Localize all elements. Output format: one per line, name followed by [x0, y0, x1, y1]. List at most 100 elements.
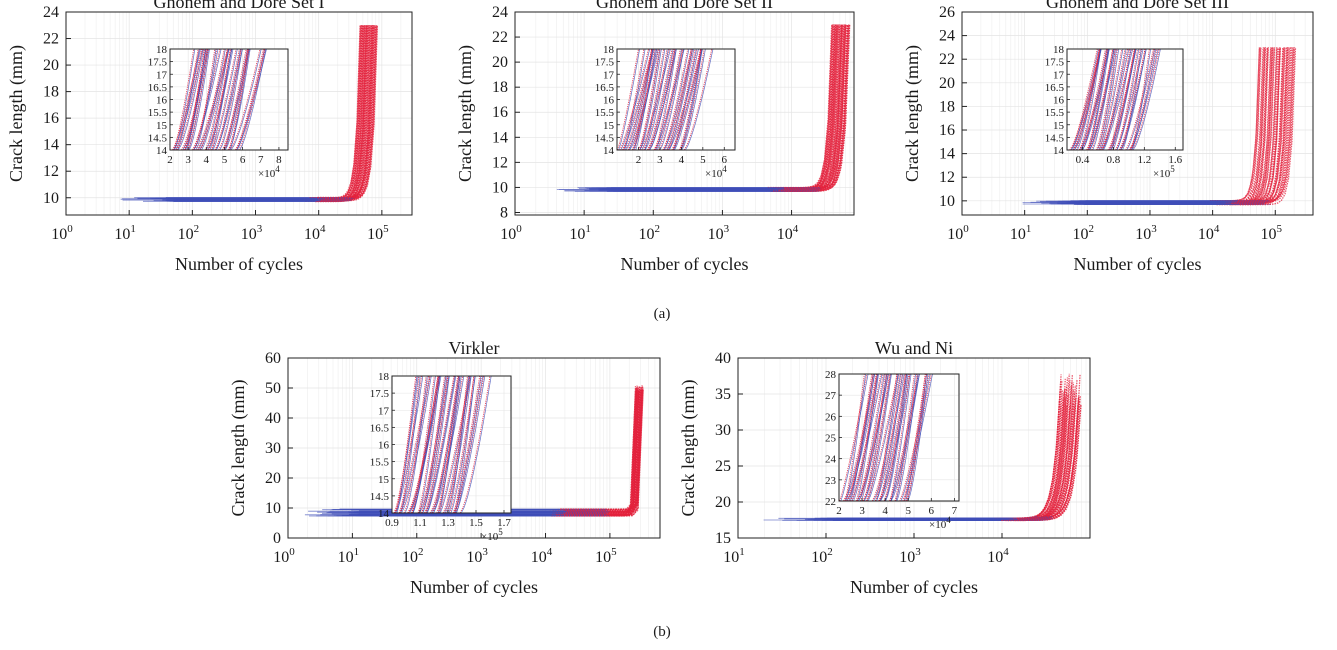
chart-title: Wu and Ni	[875, 338, 953, 358]
panel-label-b: (b)	[653, 624, 671, 640]
inset-simulated-curve	[658, 49, 683, 150]
inset-simulated-curve	[680, 49, 705, 150]
chart-ghonem-set-1: 100 101 102 103 104 1051012141618202224Ghonem…	[6, 0, 413, 274]
inset-y-tick-label: 17.5	[1045, 57, 1065, 69]
chart-title: Ghonem and Dore Set III	[1046, 0, 1229, 12]
inset-simulated-curve	[662, 49, 689, 150]
y-tick-label: 20	[715, 494, 731, 511]
inset-y-tick-label: 16	[156, 95, 168, 107]
x-tick-base: 10	[777, 226, 793, 243]
inset-measured-curve	[656, 49, 682, 150]
series-curves	[120, 25, 379, 203]
y-tick-label: 20	[265, 470, 281, 487]
inset-simulated-curve	[238, 49, 265, 150]
inset-y-tick-label: 25	[825, 433, 837, 445]
inset-x-tick-label: 3	[859, 505, 865, 517]
y-tick-label: 24	[939, 28, 955, 45]
inset-measured-curve	[422, 376, 450, 513]
inset-simulated-curve	[619, 49, 650, 150]
inset-simulated-curve	[856, 374, 888, 501]
y-tick-label: 10	[43, 190, 59, 207]
x-tick-base: 10	[178, 226, 194, 243]
inset-measured-curve	[426, 376, 457, 513]
inset-multiplier-exponent: 5	[1170, 164, 1175, 174]
inset-simulated-curve	[1097, 49, 1118, 150]
y-tick-label: 35	[715, 386, 731, 403]
y-tick-label: 24	[492, 4, 508, 21]
x-tick-label: 103	[466, 546, 488, 566]
y-tick-label: 22	[492, 29, 508, 46]
inset-simulated-curve	[211, 49, 237, 150]
y-tick-label: 24	[43, 4, 59, 21]
inset-y-tick-label: 16.5	[370, 422, 390, 434]
inset-simulated-curve	[452, 376, 481, 513]
inset-measured-curve	[188, 49, 210, 150]
inset-y-tick-label: 15	[378, 474, 390, 486]
x-tick-exponent: 1	[739, 546, 745, 558]
inset-y-tick-label: 14	[1053, 145, 1065, 157]
inset-x-tick-label: 1.1	[413, 517, 427, 529]
inset-measured-curve	[404, 376, 428, 513]
inset-measured-curve	[401, 376, 432, 513]
simulated-curve	[1002, 389, 1063, 520]
inset-simulated-curve	[1120, 49, 1141, 150]
y-tick-label: 18	[492, 79, 508, 96]
inset-y-tick-label: 15	[603, 120, 615, 132]
inset-measured-curve	[680, 49, 703, 150]
inset-y-tick-label: 14.5	[595, 132, 615, 144]
simulated-curve	[1018, 403, 1082, 521]
inset-measured-curve	[896, 374, 919, 501]
inset-y-tick-label: 27	[825, 390, 837, 402]
inset-simulated-curve	[176, 49, 203, 150]
inset-simulated-curve	[638, 49, 659, 150]
y-tick-label: 12	[43, 163, 59, 180]
x-tick-exponent: 1	[585, 223, 591, 235]
inset-x-tick-label: 1.6	[1168, 154, 1182, 166]
y-tick-label: 14	[939, 146, 955, 163]
x-tick-exponent: 3	[482, 546, 488, 558]
x-tick-label: 101	[723, 546, 745, 566]
inset-simulated-curve	[221, 49, 249, 150]
y-tick-label: 26	[939, 4, 955, 21]
inset-simulated-curve	[425, 376, 455, 513]
inset-measured-curve	[907, 374, 929, 501]
inset-x-tick-label: 5	[222, 154, 228, 166]
x-tick-base: 10	[114, 226, 130, 243]
inset-y-tick-label: 15.5	[1045, 107, 1065, 119]
inset-measured-curve	[422, 376, 447, 513]
y-tick-label: 60	[265, 350, 281, 367]
x-tick-label: 101	[1010, 223, 1032, 243]
simulated-curve	[1017, 373, 1081, 519]
inset-measured-curve	[456, 376, 484, 513]
inset-simulated-curve	[862, 374, 886, 501]
inset-x-tick-label: 4	[204, 154, 210, 166]
inset-y-tick-label: 16.5	[595, 82, 615, 94]
inset-simulated-curve	[667, 49, 694, 150]
inset-simulated-curve	[862, 374, 890, 501]
x-tick-base: 10	[639, 226, 655, 243]
x-tick-exponent: 0	[963, 223, 969, 235]
y-tick-label: 12	[939, 169, 955, 186]
inset-measured-curve	[175, 49, 203, 150]
inset-y-tick-label: 28	[825, 369, 837, 381]
inset-simulated-curve	[453, 376, 475, 513]
inset-measured-curve	[412, 376, 440, 513]
inset-measured-curve	[399, 376, 421, 513]
simulated-curve	[320, 25, 377, 202]
inset-x-multiplier: ×105	[481, 527, 503, 543]
inset-simulated-curve	[1072, 49, 1101, 150]
simulated-curve	[767, 24, 838, 189]
simulated-curve	[778, 24, 851, 191]
inset-measured-curve	[1131, 49, 1151, 150]
inset-simulated-curve	[889, 374, 919, 501]
inset-measured-curve	[444, 376, 471, 513]
inset-multiplier-base: ×10	[258, 168, 276, 180]
y-tick-label: 0	[273, 530, 281, 547]
x-tick-label: 101	[114, 223, 136, 243]
panel-label-a: (a)	[654, 306, 671, 322]
inset-measured-curve	[1111, 49, 1132, 150]
inset-x-tick-label: 7	[258, 154, 264, 166]
